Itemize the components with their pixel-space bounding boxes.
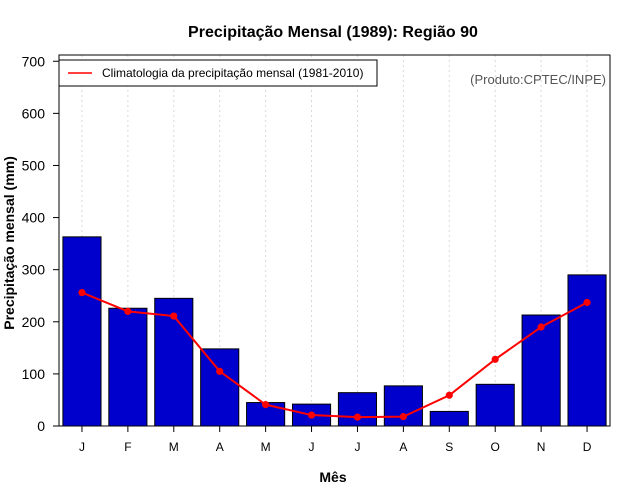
climatology-point: [262, 401, 270, 409]
climatology-point: [353, 413, 362, 421]
climatology-point: [307, 411, 316, 419]
bar: [337, 392, 378, 427]
climatology-line-series: [78, 289, 591, 421]
y-tick-label: 300: [22, 262, 46, 278]
x-tick-label: A: [399, 440, 407, 454]
legend-entry-climatology: Climatologia da precipitação mensal (198…: [102, 66, 363, 80]
bar: [108, 307, 148, 427]
y-axis-label: Precipitação mensal (mm): [1, 156, 17, 330]
chart-title: Precipitação Mensal (1989): Região 90: [188, 24, 478, 41]
x-tick-label: J: [79, 440, 85, 454]
x-tick-label: M: [261, 440, 271, 454]
x-tick-label: N: [537, 440, 546, 454]
bar: [567, 274, 607, 427]
legend-box: [58, 59, 378, 87]
climatology-point: [216, 367, 224, 375]
y-tick-label: 400: [22, 210, 46, 226]
bar: [521, 314, 561, 427]
climatology-point: [170, 312, 178, 320]
x-tick-label: M: [169, 440, 179, 454]
x-tick-label: O: [491, 440, 500, 454]
bar: [429, 410, 469, 427]
bar: [475, 383, 515, 427]
credit-text: (Produto:CPTEC/INPE): [470, 72, 606, 87]
climatology-point: [537, 323, 545, 331]
x-tick-label: A: [216, 440, 224, 454]
x-tick-label: J: [354, 440, 360, 454]
x-tick-label: D: [583, 440, 592, 454]
y-axis: 0 100 200 300 400 500 600 700: [22, 53, 59, 434]
climatology-point: [399, 413, 407, 421]
climatology-point: [583, 298, 591, 307]
y-tick-label: 600: [22, 105, 46, 121]
grid-lines: [81, 55, 588, 426]
plot-frame: [58, 54, 611, 427]
y-tick-label: 0: [37, 418, 45, 434]
x-tick-label: S: [445, 440, 453, 454]
x-tick-label: F: [124, 440, 131, 454]
legend: Climatologia da precipitação mensal (198…: [58, 59, 378, 87]
y-tick-label: 100: [22, 366, 46, 382]
y-tick-label: 200: [22, 314, 46, 330]
climatology-point: [491, 355, 499, 363]
x-tick-label: J: [309, 440, 315, 454]
x-axis-label: Mês: [319, 469, 346, 485]
y-tick-label: 700: [22, 53, 46, 69]
climatology-line: [81, 291, 588, 419]
bar-series: [62, 236, 607, 427]
climatology-point: [78, 289, 86, 297]
climatology-point: [445, 391, 453, 399]
bar: [62, 236, 102, 427]
y-tick-label: 500: [22, 157, 46, 173]
climatology-point: [124, 307, 132, 315]
bar: [200, 348, 240, 427]
